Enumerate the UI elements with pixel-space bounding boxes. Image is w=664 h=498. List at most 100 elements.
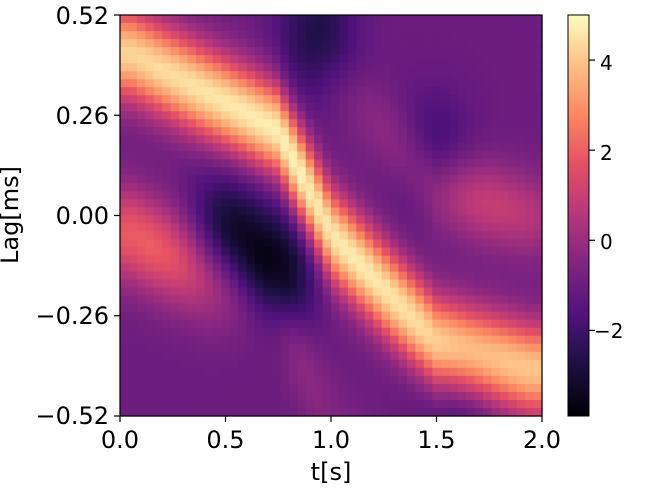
heatmap-cell xyxy=(466,23,476,32)
heatmap-cell xyxy=(246,335,256,345)
heatmap-cell xyxy=(204,47,214,56)
colorbar-tick-label: 2 xyxy=(600,141,613,165)
heatmap-cell xyxy=(398,239,408,249)
heatmap-cell xyxy=(331,263,341,273)
heatmap-cell xyxy=(440,303,450,313)
heatmap-cell xyxy=(179,191,189,201)
heatmap-cell xyxy=(331,247,341,257)
heatmap-cell xyxy=(305,55,315,64)
heatmap-cell xyxy=(423,207,433,217)
heatmap-cell xyxy=(297,191,307,201)
heatmap-cell xyxy=(314,271,324,281)
heatmap-cell xyxy=(406,263,416,273)
heatmap-cell xyxy=(221,103,231,112)
heatmap-cell xyxy=(373,55,383,64)
heatmap-cell xyxy=(390,367,400,377)
heatmap-cell xyxy=(145,279,155,289)
heatmap-cell xyxy=(499,287,509,297)
heatmap-cell xyxy=(179,15,189,24)
heatmap-cell xyxy=(423,199,433,209)
heatmap-cell xyxy=(305,215,315,225)
heatmap-cell xyxy=(120,295,130,305)
heatmap-cell xyxy=(415,23,425,32)
heatmap-cell xyxy=(423,255,433,265)
heatmap-cell xyxy=(170,79,180,88)
heatmap-cell xyxy=(187,239,197,249)
heatmap-cell xyxy=(162,167,172,176)
heatmap-cell xyxy=(499,207,509,217)
heatmap-cell xyxy=(499,151,509,160)
heatmap-cell xyxy=(288,31,298,40)
heatmap-cell xyxy=(432,151,442,160)
heatmap-cell xyxy=(356,351,366,361)
heatmap-cell xyxy=(238,183,248,193)
heatmap-cell xyxy=(263,263,273,273)
heatmap-cell xyxy=(432,335,442,345)
heatmap-cell xyxy=(280,303,290,313)
heatmap-cell xyxy=(525,127,535,136)
heatmap-cell xyxy=(533,375,543,385)
heatmap-cell xyxy=(128,263,138,273)
heatmap-cell xyxy=(516,375,526,385)
heatmap-cell xyxy=(474,255,484,265)
heatmap-cell xyxy=(398,263,408,273)
heatmap-cell xyxy=(271,375,281,385)
heatmap-cell xyxy=(432,319,442,329)
heatmap-cell xyxy=(195,343,205,353)
heatmap-cell xyxy=(533,303,543,313)
heatmap-cell xyxy=(373,95,383,104)
heatmap-cell xyxy=(221,351,231,361)
heatmap-cell xyxy=(390,279,400,289)
heatmap-cell xyxy=(364,127,374,136)
heatmap-cell xyxy=(305,79,315,88)
heatmap-cell xyxy=(238,255,248,265)
heatmap-cell xyxy=(440,151,450,160)
heatmap-cell xyxy=(280,175,290,185)
heatmap-cell xyxy=(170,383,180,393)
heatmap-cell xyxy=(482,207,492,217)
heatmap-cell xyxy=(128,367,138,377)
heatmap-cell xyxy=(331,407,341,417)
heatmap-cell xyxy=(195,199,205,209)
heatmap-cell xyxy=(381,207,391,217)
heatmap-cell xyxy=(187,303,197,313)
heatmap-cell xyxy=(212,239,222,249)
heatmap-cell xyxy=(491,103,501,112)
heatmap-cell xyxy=(187,151,197,160)
heatmap-cell xyxy=(136,199,146,209)
heatmap-cell xyxy=(128,31,138,40)
heatmap-cell xyxy=(508,23,518,32)
heatmap-cell xyxy=(339,207,349,217)
heatmap-cell xyxy=(356,159,366,168)
heatmap-cell xyxy=(288,23,298,32)
heatmap-cell xyxy=(415,175,425,185)
heatmap-cell xyxy=(432,23,442,32)
heatmap-cell xyxy=(162,191,172,201)
heatmap-cell xyxy=(482,47,492,56)
heatmap-cell xyxy=(508,215,518,225)
heatmap-cell xyxy=(136,295,146,305)
x-tick-label: 2.0 xyxy=(523,426,561,454)
heatmap-cell xyxy=(128,303,138,313)
heatmap-cell xyxy=(331,367,341,377)
heatmap-cell xyxy=(145,127,155,136)
heatmap-cell xyxy=(229,79,239,88)
heatmap-cell xyxy=(305,87,315,96)
heatmap-cell xyxy=(457,383,467,393)
heatmap-cell xyxy=(271,223,281,233)
heatmap-cell xyxy=(255,55,265,64)
heatmap-cell xyxy=(255,247,265,257)
heatmap-cell xyxy=(347,135,357,144)
heatmap-cell xyxy=(373,175,383,185)
heatmap-cell xyxy=(246,15,256,24)
heatmap-cell xyxy=(314,335,324,345)
heatmap-cell xyxy=(280,263,290,273)
heatmap-cell xyxy=(263,167,273,176)
heatmap-cell xyxy=(314,15,324,24)
heatmap-cell xyxy=(187,23,197,32)
heatmap-cell xyxy=(280,335,290,345)
heatmap-cell xyxy=(195,231,205,241)
heatmap-cell xyxy=(347,215,357,225)
heatmap-cell xyxy=(364,375,374,385)
heatmap-cell xyxy=(170,295,180,305)
